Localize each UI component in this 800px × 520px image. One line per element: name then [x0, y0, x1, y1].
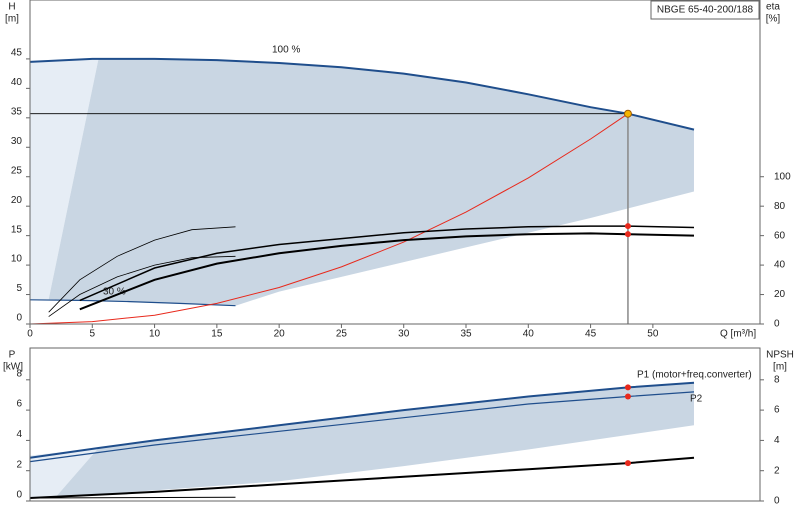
curve — [29, 113, 629, 325]
model-box — [650, 0, 760, 20]
x-tick-label: 25 — [336, 329, 348, 340]
y2-tick-label: 80 — [774, 201, 786, 212]
y2-tick-label: 20 — [774, 289, 786, 300]
y2-tick-label: 6 — [774, 405, 780, 416]
axis-label: [kW] — [3, 362, 23, 373]
operating-region — [30, 58, 99, 300]
y2-tick-label: 100 — [774, 171, 791, 182]
x-tick-label: 30 — [398, 329, 410, 340]
operating-region — [54, 382, 694, 498]
y2-tick-label: 8 — [774, 374, 780, 385]
x-tick-label: 45 — [585, 329, 597, 340]
x-tick-label: 40 — [523, 329, 535, 340]
y-tick-label: 5 — [16, 283, 22, 294]
y2-tick-label: 4 — [774, 435, 780, 446]
operating-region — [30, 447, 99, 498]
curve-label: P1 (motor+freq.converter) — [637, 370, 752, 381]
axis-label: eta — [766, 2, 780, 13]
x-tick-label: 50 — [647, 329, 659, 340]
curve — [48, 226, 236, 313]
model-name: NBGE 65-40-200/188 — [657, 5, 754, 16]
y-tick-label: 30 — [11, 136, 23, 147]
y2-tick-label: 40 — [774, 260, 786, 271]
axis-label: [m] — [773, 362, 787, 373]
x-tick-label: 35 — [460, 329, 472, 340]
y-tick-label: 2 — [16, 459, 22, 470]
y2-tick-label: 0 — [774, 496, 780, 507]
y-tick-label: 0 — [16, 313, 22, 324]
curve — [29, 299, 236, 307]
x-tick-label: 10 — [149, 329, 161, 340]
point-marker — [624, 393, 631, 400]
plot-frame — [29, 0, 761, 325]
y-tick-label: 4 — [16, 429, 22, 440]
axis-label: [m] — [5, 14, 19, 25]
curve — [79, 232, 695, 311]
x-tick-label: 0 — [27, 329, 33, 340]
plot-frame — [29, 347, 761, 502]
operating-region — [48, 58, 694, 306]
y2-tick-label: 60 — [774, 230, 786, 241]
curve — [29, 57, 695, 131]
y-tick-label: 20 — [11, 195, 23, 206]
point-marker — [624, 384, 631, 391]
y-tick-label: 25 — [11, 165, 23, 176]
y-tick-label: 6 — [16, 399, 22, 410]
point-marker — [624, 231, 631, 238]
y-tick-label: 45 — [11, 48, 23, 59]
y-tick-label: 10 — [11, 254, 23, 265]
point-marker — [624, 223, 631, 230]
curve-label: 100 % — [272, 45, 300, 56]
axis-label: P — [9, 350, 16, 361]
curve — [29, 381, 695, 459]
point-marker — [624, 460, 631, 467]
curve-label: 30 % — [103, 287, 126, 298]
curve — [29, 496, 236, 499]
y2-tick-label: 2 — [774, 465, 780, 476]
x-tick-label: 15 — [211, 329, 223, 340]
y-tick-label: 0 — [16, 490, 22, 501]
x-tick-label: 20 — [274, 329, 286, 340]
curve-label: P2 — [690, 394, 703, 405]
x-axis-label: Q [m³/h] — [720, 329, 756, 340]
duty-point — [623, 109, 632, 118]
y-tick-label: 35 — [11, 106, 23, 117]
y2-tick-label: 0 — [774, 319, 780, 330]
x-tick-label: 5 — [90, 329, 96, 340]
y-tick-label: 15 — [11, 224, 23, 235]
y-tick-label: 8 — [16, 368, 22, 379]
axis-label: H — [8, 2, 15, 13]
y-tick-label: 40 — [11, 77, 23, 88]
curve — [79, 225, 695, 302]
curve — [29, 391, 695, 463]
axis-label: [%] — [766, 14, 781, 25]
axis-label: NPSH — [766, 350, 794, 361]
